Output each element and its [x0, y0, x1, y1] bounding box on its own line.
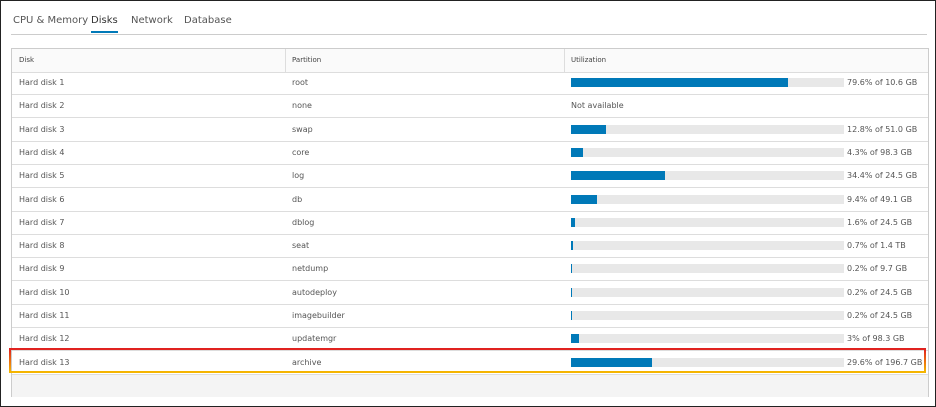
- partition: log: [292, 171, 305, 181]
- table-row: Hard disk 8 seat 0.7% of 1.4 TB: [12, 234, 928, 259]
- table-row: Hard disk 2 none Not available: [12, 94, 928, 119]
- partition: autodeploy: [292, 287, 337, 297]
- partition: updatemgr: [292, 334, 337, 344]
- usage-track: [571, 217, 844, 227]
- disk-name: Hard disk 12: [19, 334, 70, 344]
- usage-track: [571, 147, 844, 157]
- column-divider: [285, 49, 286, 72]
- disk-name: Hard disk 5: [19, 171, 65, 181]
- usage-label: 1.6% of 24.5 GB: [847, 217, 913, 227]
- table-row: Hard disk 5 log 34.4% of 24.5 GB: [12, 164, 928, 189]
- disk-name: Hard disk 3: [19, 124, 65, 134]
- tab[interactable]: Disks: [91, 15, 118, 33]
- table-footer: [12, 374, 928, 397]
- usage-bar: [571, 194, 597, 204]
- usage-label: 34.4% of 24.5 GB: [847, 171, 918, 181]
- disk-name: Hard disk 11: [19, 311, 70, 320]
- usage-bar: [571, 264, 572, 274]
- disk-name: Hard disk 7: [19, 217, 65, 227]
- tab[interactable]: Network: [131, 15, 173, 26]
- disk-name: Hard disk 1: [19, 78, 65, 87]
- column-header: Utilization: [571, 56, 607, 64]
- usage-label: 9.4% of 49.1 GB: [847, 194, 913, 204]
- disk-name: Hard disk 4: [19, 147, 65, 157]
- usage-track: [571, 287, 844, 297]
- usage-bar: [571, 217, 576, 227]
- usage-bar: [571, 311, 572, 320]
- partition: swap: [292, 124, 313, 134]
- table-row: Hard disk 9 netdump 0.2% of 9.7 GB: [12, 257, 928, 282]
- usage-bar: [571, 147, 583, 157]
- usage-label: Not available: [571, 101, 624, 111]
- tab[interactable]: CPU & Memory: [13, 15, 89, 26]
- table-row: Hard disk 1 root 79.6% of 10.6 GB: [12, 71, 928, 95]
- usage-track: [571, 194, 844, 204]
- disk-name: Hard disk 6: [19, 194, 65, 204]
- partition: dblog: [292, 217, 315, 227]
- row-highlight: [9, 347, 926, 373]
- table-header: Disk Partition Utilization: [12, 49, 928, 73]
- column-header: Partition: [292, 56, 322, 64]
- usage-label: 0.2% of 24.5 GB: [847, 287, 913, 297]
- usage-bar: [571, 78, 789, 87]
- disk-name: Hard disk 8: [19, 241, 65, 251]
- disk-name: Hard disk 9: [19, 264, 65, 274]
- column-divider: [564, 49, 565, 72]
- table-row: Hard disk 10 autodeploy 0.2% of 24.5 GB: [12, 281, 928, 305]
- usage-track: [571, 311, 844, 320]
- usage-label: 4.3% of 98.3 GB: [847, 147, 913, 157]
- usage-track: [571, 241, 844, 251]
- usage-label: 3% of 98.3 GB: [847, 334, 905, 344]
- column-header: Disk: [19, 56, 35, 64]
- table-row: Hard disk 6 db 9.4% of 49.1 GB: [12, 188, 928, 212]
- usage-bar: [571, 334, 580, 344]
- usage-label: 79.6% of 10.6 GB: [847, 78, 918, 87]
- disk-name: Hard disk 2: [19, 101, 65, 111]
- partition: seat: [292, 241, 310, 251]
- partition: netdump: [292, 264, 329, 274]
- partition: imagebuilder: [292, 311, 345, 320]
- usage-track: [571, 334, 844, 344]
- partition: none: [292, 101, 312, 111]
- usage-bar: [571, 171, 665, 181]
- partition: db: [292, 194, 303, 204]
- usage-label: 0.2% of 24.5 GB: [847, 311, 913, 320]
- partition: core: [292, 147, 310, 157]
- partition: root: [292, 78, 309, 87]
- usage-label: 12.8% of 51.0 GB: [847, 124, 918, 134]
- tab-divider: [11, 34, 927, 35]
- usage-bar: [571, 241, 573, 251]
- table-row: Hard disk 3 swap 12.8% of 51.0 GB: [12, 118, 928, 142]
- table-row: Hard disk 11 imagebuilder 0.2% of 24.5 GB: [12, 304, 928, 328]
- disk-name: Hard disk 10: [19, 287, 70, 297]
- disks-table: Disk Partition Utilization Hard disk 1 root 7…: [11, 48, 929, 397]
- usage-label: 0.2% of 9.7 GB: [847, 264, 908, 274]
- usage-track: [571, 124, 844, 134]
- usage-track: [571, 264, 844, 274]
- usage-bar: [571, 124, 606, 134]
- tab[interactable]: Database: [184, 15, 232, 26]
- usage-track: [571, 171, 844, 181]
- usage-track: [571, 78, 844, 87]
- table-row: Hard disk 4 core 4.3% of 98.3 GB: [12, 141, 928, 165]
- table-row: Hard disk 7 dblog 1.6% of 24.5 GB: [12, 211, 928, 235]
- usage-bar: [571, 287, 572, 297]
- usage-label: 0.7% of 1.4 TB: [847, 241, 906, 251]
